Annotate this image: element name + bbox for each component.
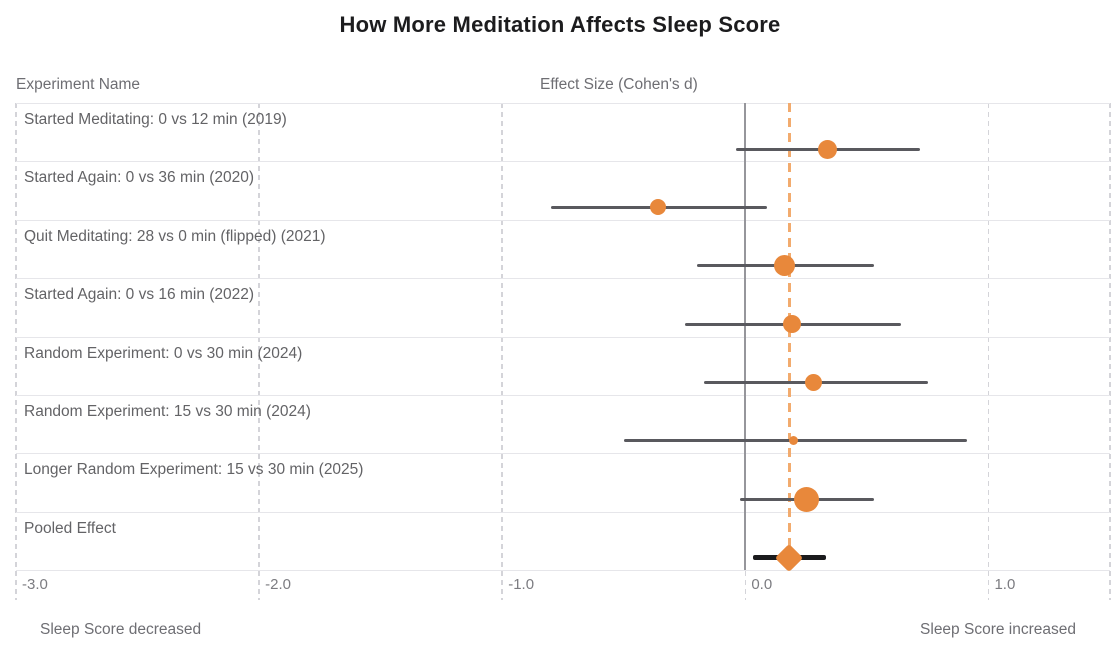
experiment-label: Started Again: 0 vs 16 min (2022) xyxy=(24,286,255,304)
experiment-label: Started Again: 0 vs 36 min (2020) xyxy=(24,169,255,187)
x-tick-label: -3.0 xyxy=(22,576,48,593)
row-separator xyxy=(16,219,1110,221)
x-gridline xyxy=(258,103,260,600)
column-header-effect-size: Effect Size (Cohen's d) xyxy=(540,76,698,93)
x-gridline xyxy=(15,103,17,600)
effect-marker xyxy=(793,486,819,512)
row-separator xyxy=(16,511,1110,513)
experiment-label: Longer Random Experiment: 15 vs 30 min (… xyxy=(24,461,364,479)
pooled-effect-marker xyxy=(774,543,804,572)
experiment-label: Pooled Effect xyxy=(24,519,116,537)
x-gridline xyxy=(987,103,990,600)
x-tick-label: 0.0 xyxy=(751,576,773,593)
row-separator xyxy=(16,453,1110,455)
effect-marker xyxy=(818,139,838,159)
experiment-label: Started Meditating: 0 vs 12 min (2019) xyxy=(24,111,287,128)
effect-marker xyxy=(773,255,795,277)
chart-title: How More Meditation Affects Sleep Score xyxy=(339,12,781,37)
row-separator xyxy=(16,278,1110,280)
row-separator xyxy=(16,336,1110,338)
experiment-label: Random Experiment: 0 vs 30 min (2024) xyxy=(24,344,303,362)
x-tick-label: -2.0 xyxy=(265,576,291,593)
effect-marker xyxy=(789,436,799,446)
column-header-experiment-name: Experiment Name xyxy=(16,76,141,93)
x-gridline xyxy=(501,103,503,600)
x-tick-label: 1.0 xyxy=(994,576,1016,593)
x-gridline xyxy=(1109,103,1111,600)
axis-caption-increased: Sleep Score increased xyxy=(920,621,1076,638)
axis-caption-decreased: Sleep Score decreased xyxy=(40,621,202,638)
x-tick-label: -1.0 xyxy=(508,576,535,593)
experiment-label: Random Experiment: 15 vs 30 min (2024) xyxy=(24,402,311,420)
row-separator xyxy=(16,161,1110,163)
pooled-effect-line xyxy=(787,103,791,570)
effect-marker xyxy=(649,199,666,216)
effect-marker xyxy=(782,315,801,334)
effect-marker xyxy=(804,374,822,391)
experiment-label: Quit Meditating: 28 vs 0 min (flipped) (… xyxy=(24,227,326,245)
row-separator xyxy=(16,570,1110,571)
row-separator xyxy=(16,103,1110,104)
row-separator xyxy=(16,394,1110,396)
zero-line xyxy=(744,103,747,570)
